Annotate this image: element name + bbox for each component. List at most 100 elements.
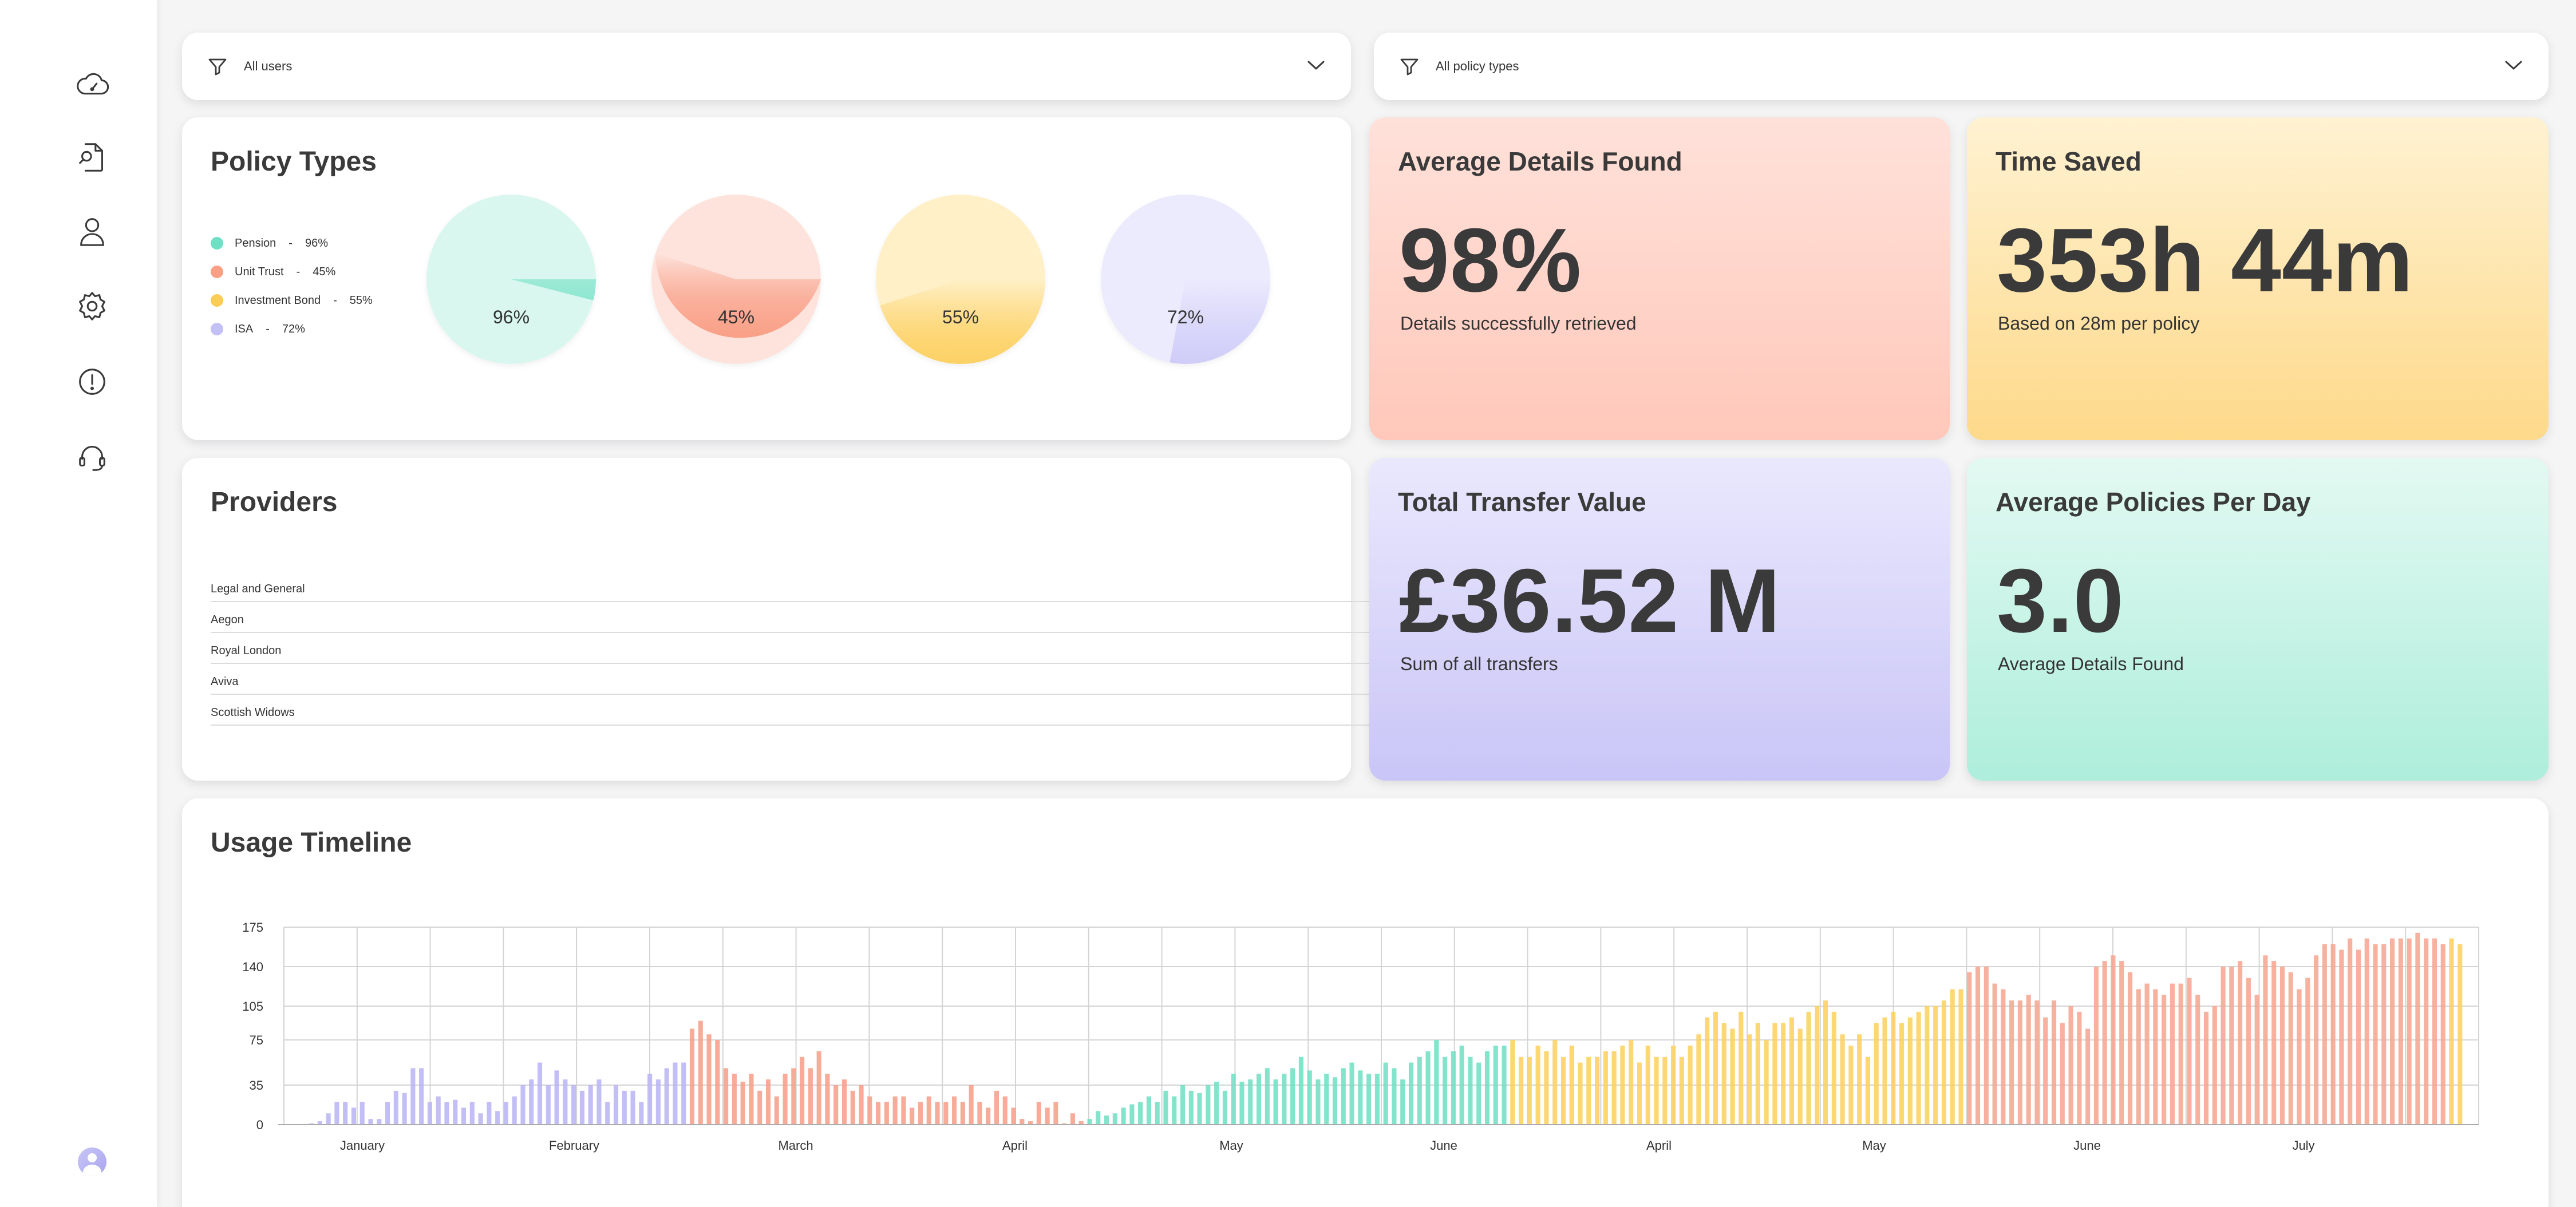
- provider-name: Legal and General: [211, 582, 305, 595]
- timeline-bar: [1172, 1096, 1177, 1125]
- x-tick-label: February: [549, 1138, 599, 1153]
- timeline-bar: [1087, 1119, 1092, 1125]
- timeline-bar: [368, 1119, 373, 1125]
- timeline-bar: [2288, 972, 2293, 1125]
- timeline-bar: [1231, 1074, 1236, 1125]
- x-tick-label: April: [1002, 1138, 1028, 1153]
- timeline-bar: [1273, 1079, 1278, 1125]
- timeline-bar: [1891, 1011, 1896, 1125]
- timeline-bar: [2364, 938, 2369, 1125]
- policy-types-card: Policy Types Pension - 96% Unit Trust - …: [182, 117, 1351, 440]
- provider-row[interactable]: Scottish Widows 52: [211, 695, 1385, 726]
- timeline-bar: [2119, 961, 2124, 1125]
- timeline-bar: [732, 1074, 737, 1125]
- timeline-bar: [1290, 1068, 1295, 1125]
- pie-label: 55%: [942, 307, 979, 327]
- legend-dot: [211, 294, 223, 307]
- timeline-bar: [385, 1102, 390, 1125]
- timeline-bar: [2449, 938, 2454, 1125]
- timeline-bar: [1739, 1011, 1744, 1125]
- avatar[interactable]: [78, 1147, 106, 1176]
- timeline-bar: [808, 1068, 813, 1125]
- sidebar: [0, 0, 158, 1207]
- timeline-bar: [1180, 1085, 1186, 1125]
- timeline-bar: [2322, 944, 2327, 1125]
- timeline-bar: [1341, 1068, 1346, 1125]
- time-saved-title: Time Saved: [1996, 147, 2142, 176]
- timeline-bar: [2001, 989, 2006, 1125]
- timeline-bar: [765, 1079, 771, 1125]
- provider-row[interactable]: Aviva 29: [211, 664, 1385, 695]
- document-search-icon[interactable]: [72, 137, 112, 177]
- alert-icon[interactable]: [72, 362, 112, 402]
- timeline-bar: [1984, 967, 1989, 1125]
- legend-item: Pension - 96%: [211, 229, 373, 258]
- y-tick-label: 105: [242, 999, 263, 1014]
- timeline-bar: [647, 1074, 653, 1125]
- user-icon[interactable]: [72, 212, 112, 252]
- timeline-bar: [2034, 1000, 2040, 1125]
- timeline-bar: [2432, 938, 2437, 1125]
- provider-name: Aegon: [211, 613, 244, 626]
- timeline-bar: [918, 1102, 923, 1125]
- timeline-bar: [2093, 967, 2099, 1125]
- headset-icon[interactable]: [72, 437, 112, 477]
- pie-slice: [655, 253, 821, 338]
- timeline-bar: [2178, 983, 2183, 1125]
- pie-label: 45%: [717, 307, 755, 327]
- pie-label: 72%: [1167, 307, 1204, 327]
- timeline-bar: [1941, 1000, 1946, 1125]
- timeline-bar: [1188, 1090, 1194, 1125]
- x-tick-label: July: [2292, 1138, 2314, 1153]
- timeline-bar: [1882, 1017, 1887, 1125]
- timeline-bar: [926, 1096, 931, 1125]
- x-tick-label: May: [1862, 1138, 1886, 1153]
- timeline-bar: [1197, 1093, 1202, 1125]
- timeline-bar: [689, 1028, 695, 1125]
- timeline-bar: [1036, 1102, 1041, 1125]
- y-tick-label: 35: [250, 1078, 263, 1093]
- timeline-bar: [1358, 1070, 1363, 1125]
- timeline-bar: [724, 1068, 729, 1125]
- policy-types-title: Policy Types: [211, 147, 377, 177]
- policies-per-day-subtitle: Average Details Found: [1998, 654, 2184, 674]
- timeline-bar: [2271, 961, 2277, 1125]
- user-filter-dropdown[interactable]: All users: [182, 33, 1351, 100]
- dashboard-cloud-icon[interactable]: [72, 66, 112, 106]
- timeline-bar: [1950, 989, 1955, 1125]
- provider-row[interactable]: Legal and General 97: [211, 571, 1385, 602]
- y-tick-label: 0: [256, 1118, 263, 1132]
- timeline-bar: [1002, 1096, 1008, 1125]
- usage-timeline-card: Usage Timeline 0 35 75 105 140 175 January Febr…: [182, 798, 2549, 1207]
- policy-type-filter-dropdown[interactable]: All policy types: [1374, 33, 2549, 100]
- timeline-bar: [1865, 1056, 1870, 1125]
- timeline-bar: [1451, 1051, 1456, 1125]
- avg-details-card: Average Details Found 98% Details succes…: [1369, 117, 1950, 440]
- avg-details-value: 98%: [1399, 210, 1582, 311]
- chevron-down-icon: [2504, 58, 2523, 75]
- provider-row[interactable]: Royal London 87: [211, 633, 1385, 664]
- timeline-bar: [841, 1079, 847, 1125]
- timeline-bar: [1222, 1090, 1227, 1125]
- timeline-bar: [1315, 1079, 1321, 1125]
- timeline-bar: [1349, 1062, 1354, 1125]
- timeline-bar: [393, 1090, 398, 1125]
- timeline-bar: [1823, 1000, 1828, 1125]
- timeline-bar: [2314, 955, 2319, 1125]
- timeline-bar: [1282, 1074, 1287, 1125]
- gear-icon[interactable]: [72, 286, 112, 326]
- timeline-bar: [1248, 1079, 1253, 1125]
- policy-types-legend: Pension - 96% Unit Trust - 45% Investmen…: [211, 229, 373, 343]
- x-tick-label: March: [778, 1138, 813, 1153]
- timeline-bar: [563, 1079, 568, 1125]
- timeline-bar: [715, 1040, 720, 1125]
- timeline-bar: [884, 1102, 889, 1125]
- timeline-bar: [1366, 1074, 1372, 1125]
- provider-row[interactable]: Aegon 55: [211, 602, 1385, 633]
- providers-card: Providers Legal and General 97 Aegon 55 …: [182, 458, 1385, 781]
- x-tick-label: April: [1646, 1138, 1672, 1153]
- usage-timeline-title: Usage Timeline: [211, 828, 412, 858]
- timeline-bar: [1206, 1085, 1211, 1125]
- timeline-bar: [969, 1085, 974, 1125]
- timeline-bar: [1815, 1006, 1820, 1125]
